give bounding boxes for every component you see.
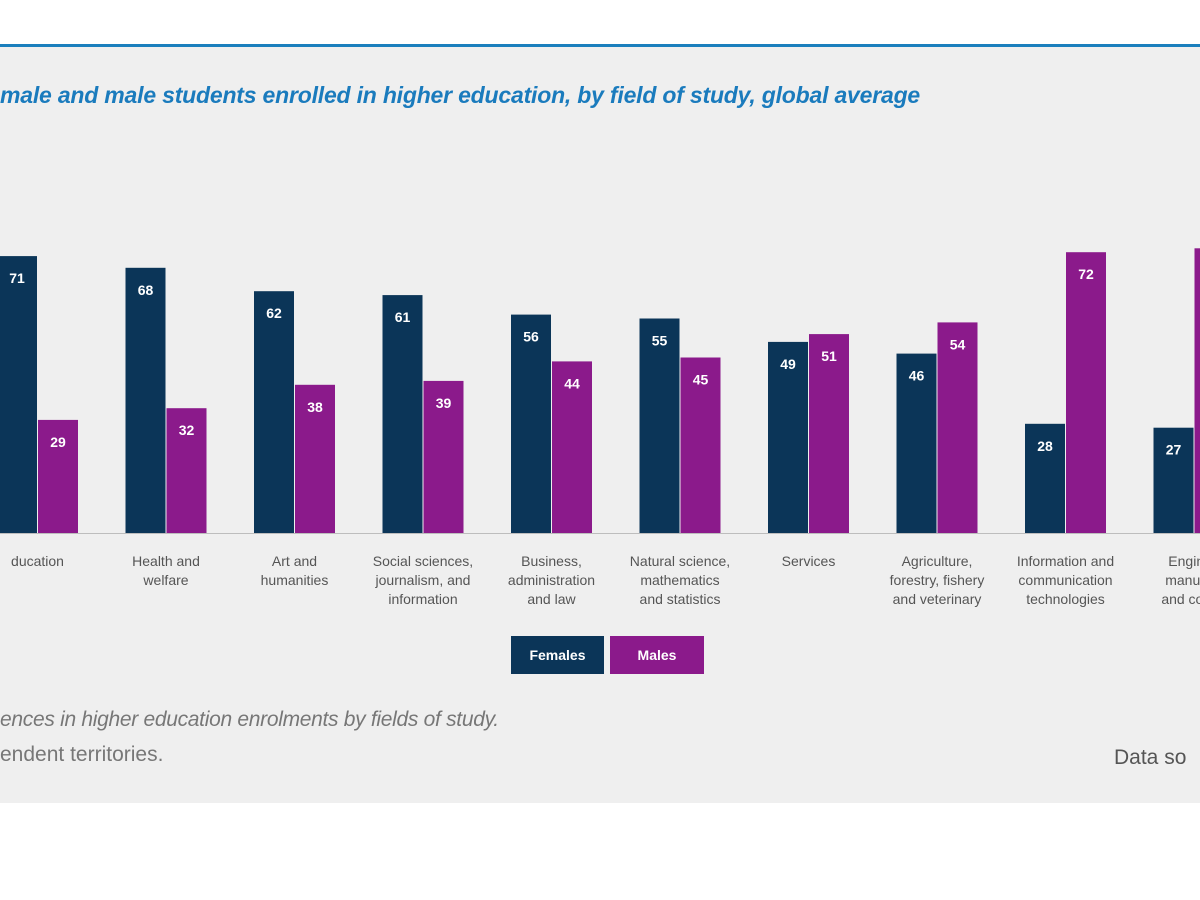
chart-title: male and male students enrolled in highe… [0,82,921,108]
bar-males-8 [1066,252,1106,533]
bar-females-6 [768,341,808,533]
bar-males-0 [38,419,78,533]
category-label-1: Health and welfare [132,553,200,588]
bar-males-3 [423,380,464,533]
bar-males-9 [1194,248,1200,534]
value-label-males-6: 51 [821,348,837,364]
value-label-females-5: 55 [652,333,668,349]
data-source: Data so [1114,746,1187,769]
value-label-females-8: 28 [1037,438,1053,454]
bar-males-2 [295,384,335,533]
category-label-0: ducation [11,553,64,569]
value-label-males-3: 39 [436,395,452,411]
bar-males-7 [937,322,978,533]
value-label-females-9: 27 [1166,442,1182,458]
value-label-females-6: 49 [780,356,796,372]
bar-females-7 [896,353,937,533]
category-label-5: Natural science, mathematics and statist… [629,553,731,607]
bar-females-3 [382,295,423,533]
category-label-3: Social sciences, journalism, and informa… [372,553,474,607]
bar-males-4 [552,361,592,533]
value-label-females-0: 71 [9,270,25,286]
legend-females: Females [511,636,604,674]
category-label-4: Business, administration and law [507,553,596,607]
bar-females-5 [639,318,680,533]
value-label-males-5: 45 [693,372,709,388]
category-label-9: Enginee manufact and constr [1161,553,1200,607]
category-label-8: Information and communication technologi… [1016,553,1115,607]
bar-females-0 [0,256,37,533]
value-label-males-0: 29 [50,434,66,450]
value-label-males-2: 38 [307,399,323,415]
value-label-females-3: 61 [395,309,411,325]
category-label-2: Art and humanities [260,553,329,588]
value-label-females-7: 46 [909,368,925,384]
value-label-females-4: 56 [523,329,539,345]
value-label-males-1: 32 [179,422,195,438]
value-label-females-2: 62 [266,305,282,321]
territories-note: endent territories. [0,743,164,766]
bar-males-6 [809,334,849,533]
bar-males-5 [680,357,721,533]
category-label-6: Services [781,553,836,569]
bar-females-1 [125,267,166,533]
value-label-females-1: 68 [138,282,154,298]
category-label-7: Agriculture, forestry, fishery and veter… [889,553,985,607]
chart-note: ences in higher education enrolments by … [0,708,499,731]
bar-females-2 [254,291,294,533]
bar-females-4 [511,314,551,533]
bar-females-9 [1153,427,1194,533]
value-label-males-8: 72 [1078,266,1094,282]
legend-males: Males [610,636,704,674]
value-label-males-4: 44 [564,375,580,391]
bar-females-8 [1025,423,1065,533]
value-label-males-7: 54 [950,336,966,352]
bar-males-1 [166,408,207,533]
